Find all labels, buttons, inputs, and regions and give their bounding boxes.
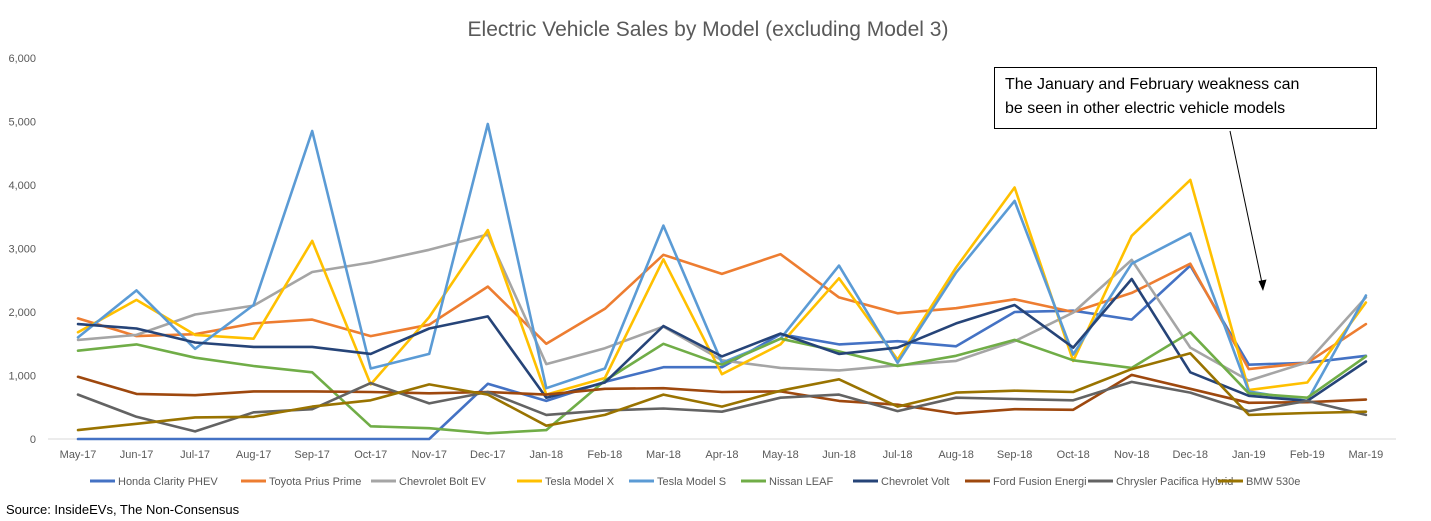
x-tick-label: Sep-17 (294, 449, 329, 461)
series-line-chevrolet-volt (76, 277, 1368, 403)
series-layer (76, 122, 1368, 441)
x-tick-label: Jan-18 (529, 449, 563, 461)
annotation-arrowhead (1258, 279, 1267, 291)
y-tick-label: 5,000 (8, 117, 36, 129)
y-tick-label: 1,000 (8, 371, 36, 383)
x-tick-label: Jul-18 (883, 449, 913, 461)
legend-item: Tesla Model X (517, 476, 615, 488)
legend-label: Ford Fusion Energi (993, 476, 1087, 488)
x-tick-label: May-18 (762, 449, 799, 461)
x-tick-label: Jun-17 (120, 449, 154, 461)
legend-label: Nissan LEAF (769, 476, 833, 488)
y-tick-label: 4,000 (8, 180, 36, 192)
x-tick-label: Nov-18 (1114, 449, 1149, 461)
series-line-toyota-prius-prime (76, 252, 1368, 371)
y-tick-label: 6,000 (8, 53, 36, 65)
legend-label: Tesla Model S (657, 476, 726, 488)
legend: Honda Clarity PHEV Toyota Prius Prime Chev… (90, 476, 1300, 488)
x-tick-label: Mar-19 (1348, 449, 1383, 461)
legend-item: Chevrolet Bolt EV (371, 476, 486, 488)
x-tick-label: Aug-17 (236, 449, 271, 461)
series-line-ford-fusion-energi (76, 373, 1368, 415)
chart-title: Electric Vehicle Sales by Model (excludi… (468, 18, 949, 41)
x-axis: May-17 Jun-17 Jul-17 Aug-17 Sep-17 Oct-17 Nov-… (48, 438, 1396, 461)
legend-item: Chrysler Pacifica Hybrid (1088, 476, 1233, 488)
series-line-bmw-530e (76, 351, 1368, 432)
x-tick-label: Apr-18 (705, 449, 738, 461)
y-tick-label: 3,000 (8, 244, 36, 256)
y-axis: 0 1,000 2,000 3,000 4,000 5,000 6,000 (8, 53, 36, 446)
series-line-tesla-model-s (76, 122, 1368, 403)
annotation-arrow-line (1229, 130, 1263, 284)
x-tick-label: Feb-18 (587, 449, 622, 461)
legend-label: Honda Clarity PHEV (118, 476, 218, 488)
x-tick-label: Oct-18 (1057, 449, 1090, 461)
x-tick-label: Mar-18 (646, 449, 681, 461)
legend-label: BMW 530e (1246, 476, 1300, 488)
legend-item: Ford Fusion Energi (965, 476, 1087, 488)
legend-item: Toyota Prius Prime (241, 476, 361, 488)
legend-item: Honda Clarity PHEV (90, 476, 218, 488)
x-tick-label: May-17 (60, 449, 97, 461)
x-tick-label: Feb-19 (1290, 449, 1325, 461)
legend-label: Tesla Model X (545, 476, 615, 488)
x-tick-label: Jul-17 (180, 449, 210, 461)
series-line-tesla-model-x (76, 178, 1368, 396)
annotation-line-1: The January and February weakness can (1005, 76, 1300, 93)
legend-item: BMW 530e (1218, 476, 1300, 488)
x-tick-label: Jan-19 (1232, 449, 1266, 461)
series-line-nissan-leaf (76, 330, 1368, 435)
y-tick-label: 0 (30, 434, 36, 446)
y-tick-label: 2,000 (8, 307, 36, 319)
legend-item: Chevrolet Volt (853, 476, 949, 488)
legend-label: Chevrolet Bolt EV (399, 476, 486, 488)
legend-label: Chevrolet Volt (881, 476, 949, 488)
x-tick-label: Aug-18 (938, 449, 973, 461)
legend-label: Chrysler Pacifica Hybrid (1116, 476, 1233, 488)
x-tick-label: Jun-18 (822, 449, 856, 461)
legend-label: Toyota Prius Prime (269, 476, 361, 488)
legend-item: Nissan LEAF (741, 476, 833, 488)
x-tick-label: Dec-17 (470, 449, 505, 461)
legend-item: Tesla Model S (629, 476, 726, 488)
x-tick-label: Dec-18 (1173, 449, 1208, 461)
source-note: Source: InsideEVs, The Non-Consensus (6, 502, 240, 517)
annotation-line-2: be seen in other electric vehicle models (1005, 100, 1286, 117)
x-tick-label: Nov-17 (412, 449, 447, 461)
x-tick-label: Sep-18 (997, 449, 1032, 461)
x-tick-label: Oct-17 (354, 449, 387, 461)
annotation-callout: The January and February weakness can be… (994, 67, 1377, 129)
series-line-honda-clarity-phev (76, 264, 1368, 441)
